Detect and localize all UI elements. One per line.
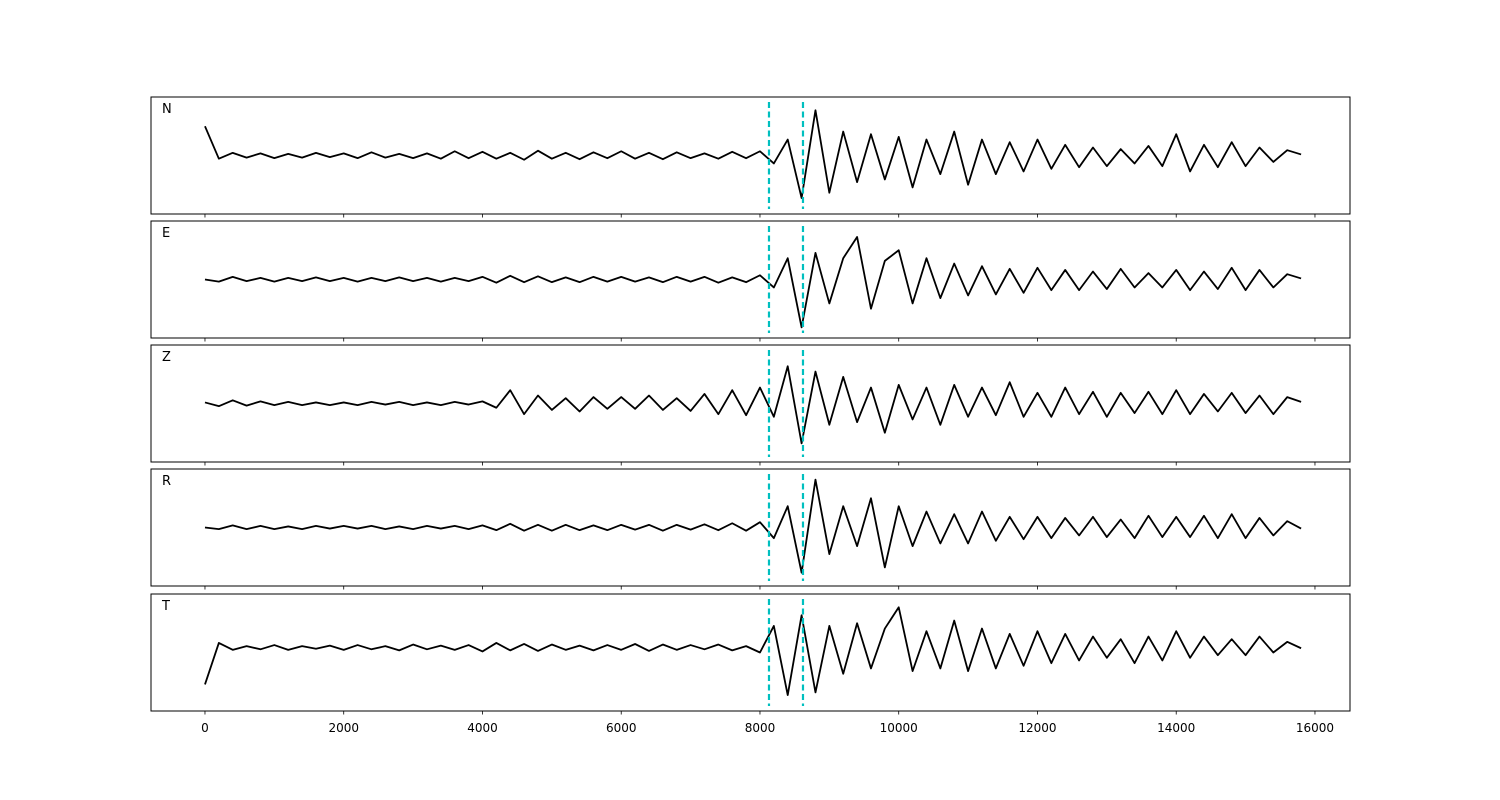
panel-frame xyxy=(150,344,1351,463)
trace-label: E xyxy=(162,226,170,241)
x-tick-label: 2000 xyxy=(328,721,359,735)
x-tick-label: 0 xyxy=(201,721,209,735)
panel-frame xyxy=(150,96,1351,215)
x-tick-label: 6000 xyxy=(606,721,637,735)
waveform xyxy=(204,478,1302,574)
x-tick-label: 10000 xyxy=(880,721,918,735)
panel-frame xyxy=(150,593,1351,712)
trace-label: T xyxy=(161,599,170,614)
trace-label: Z xyxy=(162,350,171,365)
waveform xyxy=(204,236,1302,329)
x-tick-label: 12000 xyxy=(1018,721,1056,735)
panel-frame xyxy=(150,468,1351,587)
waveform xyxy=(204,109,1302,199)
waveform xyxy=(204,606,1302,696)
waveform xyxy=(204,365,1302,445)
x-tick-label: 4000 xyxy=(467,721,498,735)
panel-frame xyxy=(150,220,1351,339)
trace-label: N xyxy=(162,102,172,117)
x-tick-label: 8000 xyxy=(745,721,776,735)
x-tick-label: 16000 xyxy=(1296,721,1334,735)
x-tick-label: 14000 xyxy=(1157,721,1195,735)
trace-label: R xyxy=(162,474,171,489)
